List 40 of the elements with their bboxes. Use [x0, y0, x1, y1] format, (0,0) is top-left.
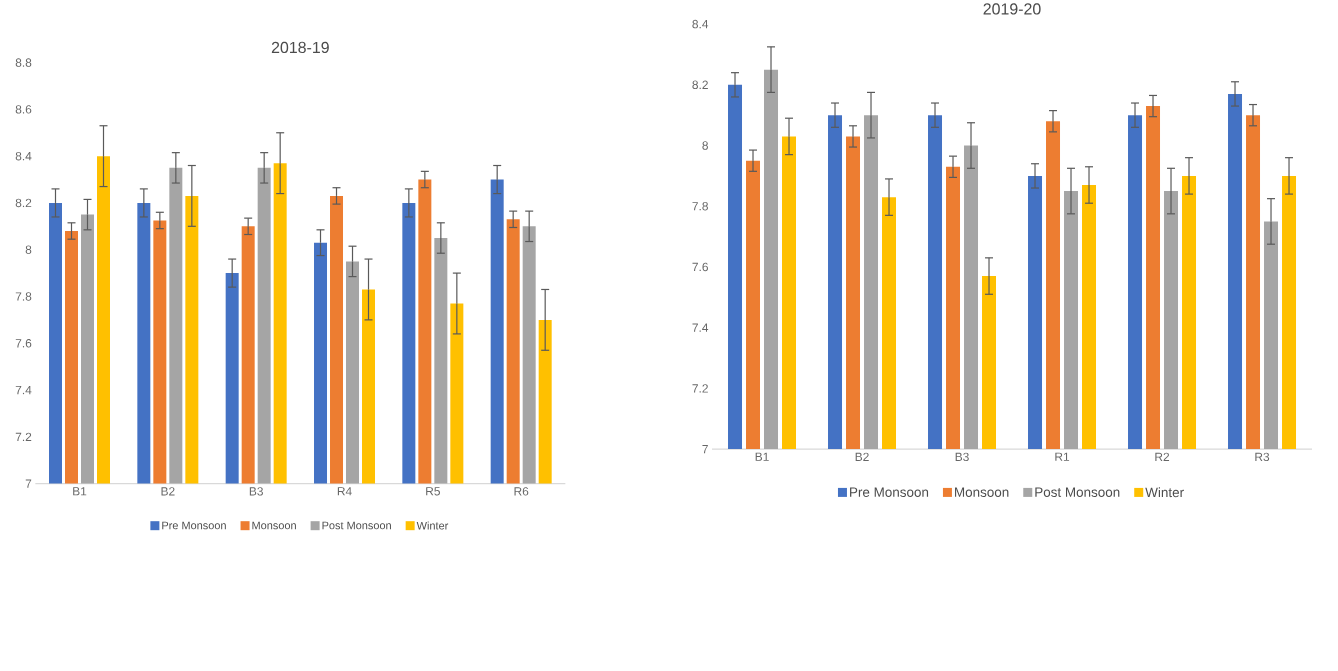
x-tick-label: R5 — [426, 487, 440, 496]
x-tick-label: R3 — [1255, 452, 1270, 462]
x-tick-label: B1 — [73, 487, 87, 496]
legend-label: Monsoon — [252, 521, 296, 530]
x-tick-label: R1 — [1055, 452, 1070, 461]
y-tick-label: 8.2 — [15, 198, 32, 208]
legend-label: Pre Monsoon — [850, 487, 929, 498]
y-tick-label: 7.4 — [15, 386, 32, 395]
legend-label: Post Monsoon — [1035, 487, 1120, 498]
y-tick-label: 7.2 — [15, 432, 32, 442]
y-tick-label: 8.4 — [692, 20, 709, 29]
y-tick-label: 8.8 — [15, 58, 32, 67]
chart-title: 2019-20 — [983, 3, 1041, 15]
y-tick-label: 8 — [702, 141, 708, 150]
y-tick-label: 8.4 — [15, 152, 32, 161]
legend-label: Monsoon — [955, 487, 1009, 498]
legend-label: Winter — [1145, 487, 1184, 498]
y-tick-label: 8.6 — [15, 105, 32, 114]
x-tick-label: B1 — [755, 452, 769, 461]
y-tick-label: 7.4 — [692, 323, 709, 332]
x-tick-label: B3 — [955, 452, 969, 462]
legend-label: Post Monsoon — [322, 521, 391, 530]
y-tick-label: 7.6 — [15, 339, 32, 348]
x-tick-label: B2 — [855, 452, 869, 462]
x-tick-label: R4 — [337, 487, 352, 496]
y-tick-label: 8 — [25, 245, 32, 255]
x-tick-label: R2 — [1155, 452, 1170, 462]
y-tick-label: 7.2 — [692, 384, 708, 393]
y-tick-label: 7.6 — [692, 262, 708, 272]
y-tick-label: 7 — [25, 479, 32, 488]
y-tick-label: 7 — [702, 445, 708, 454]
x-tick-label: B2 — [161, 487, 175, 496]
y-tick-label: 7.8 — [692, 202, 708, 211]
x-tick-label: B3 — [249, 487, 263, 496]
legend-label: Winter — [416, 521, 449, 530]
chart-title: 2018-19 — [271, 41, 329, 54]
legend-label: Pre Monsoon — [162, 521, 226, 530]
y-tick-label: 8.2 — [692, 80, 708, 90]
y-tick-label: 7.8 — [15, 292, 32, 301]
x-tick-label: R6 — [514, 487, 529, 496]
